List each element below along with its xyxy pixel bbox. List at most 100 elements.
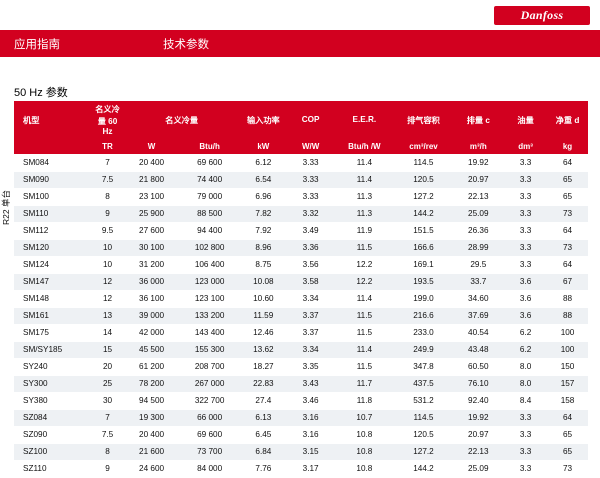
cell-kw: 6.45 (239, 426, 287, 444)
cell-tr: 7 (91, 154, 124, 172)
cell-ww: 3.32 (287, 205, 335, 223)
cell-ww: 3.16 (287, 409, 335, 427)
cell-kg: 100 (547, 324, 588, 342)
cell-kw: 10.08 (239, 273, 287, 291)
cell-kg: 100 (547, 341, 588, 359)
cell-ww: 3.58 (287, 273, 335, 291)
col-header-eer: E.E.R. (334, 101, 395, 138)
cell-tr: 9 (91, 205, 124, 223)
table-head: 机型 名义冷量 60 Hz 名义冷量 输入功率 COP E.E.R. 排气容积 … (14, 101, 588, 154)
cell-dm3: 8.0 (504, 358, 548, 376)
cell-cm3rev: 127.2 (394, 443, 453, 461)
cell-btuh: 94 400 (179, 222, 240, 240)
table-row: SM147 12 36 000 123 000 10.08 3.58 12.2 193.5 33… (14, 273, 588, 291)
cell-kw: 6.13 (239, 409, 287, 427)
cell-btuhw: 11.3 (334, 205, 395, 223)
cell-ww: 3.35 (287, 358, 335, 376)
cell-ww: 3.34 (287, 341, 335, 359)
cell-btuh: 66 000 (179, 409, 240, 427)
cell-kg: 67 (547, 273, 588, 291)
cell-kw: 10.60 (239, 290, 287, 308)
col-header-nominal-capacity: 名义冷量 (123, 101, 240, 138)
cell-dm3: 3.6 (504, 290, 548, 308)
unit-header-btuh: Btu/h (179, 138, 240, 154)
cell-w: 24 600 (123, 460, 180, 478)
cell-btuh: 322 700 (179, 392, 240, 410)
table-row: SY240 20 61 200 208 700 18.27 3.35 11.5 347.8 60… (14, 358, 588, 376)
cell-dm3: 3.3 (504, 188, 548, 206)
col-header-net-weight: 净重 d (547, 101, 588, 138)
cell-m3h: 19.92 (452, 409, 505, 427)
cell-m3h: 76.10 (452, 375, 505, 393)
cell-kg: 158 (547, 392, 588, 410)
cell-dm3: 3.3 (504, 256, 548, 274)
cell-btuhw: 11.4 (334, 290, 395, 308)
cell-ww: 3.16 (287, 426, 335, 444)
cell-kg: 65 (547, 171, 588, 189)
cell-cm3rev: 114.5 (394, 409, 453, 427)
cell-tr: 15 (91, 341, 124, 359)
cell-kw: 6.12 (239, 154, 287, 172)
cell-w: 31 200 (123, 256, 180, 274)
cell-btuh: 123 100 (179, 290, 240, 308)
cell-tr: 7 (91, 409, 124, 427)
cell-w: 21 600 (123, 443, 180, 461)
cell-btuhw: 10.7 (334, 409, 395, 427)
cell-cm3rev: 120.5 (394, 171, 453, 189)
col-header-oil-charge: 油量 (504, 101, 548, 138)
header-left-label: 应用指南 (14, 39, 60, 51)
cell-btuhw: 12.2 (334, 256, 395, 274)
cell-btuh: 106 400 (179, 256, 240, 274)
cell-m3h: 22.13 (452, 188, 505, 206)
cell-ww: 3.43 (287, 375, 335, 393)
cell-dm3: 8.4 (504, 392, 548, 410)
cell-btuhw: 11.3 (334, 188, 395, 206)
table-row: SM175 14 42 000 143 400 12.46 3.37 11.5 233.0 40… (14, 324, 588, 342)
cell-kg: 150 (547, 358, 588, 376)
cell-w: 61 200 (123, 358, 180, 376)
cell-m3h: 20.97 (452, 171, 505, 189)
table-row: SZ110 9 24 600 84 000 7.76 3.17 10.8 144.2 25.09… (14, 460, 588, 478)
cell-model: SM110 (14, 205, 92, 223)
cell-model: SZ110 (14, 460, 92, 478)
cell-dm3: 3.3 (504, 154, 548, 172)
cell-btuhw: 10.8 (334, 460, 395, 478)
cell-tr: 7.5 (91, 171, 124, 189)
cell-tr: 10 (91, 239, 124, 257)
cell-btuhw: 11.8 (334, 392, 395, 410)
cell-tr: 10 (91, 256, 124, 274)
cell-btuh: 69 600 (179, 154, 240, 172)
cell-kg: 73 (547, 460, 588, 478)
cell-kw: 8.75 (239, 256, 287, 274)
cell-dm3: 3.3 (504, 171, 548, 189)
cell-tr: 12 (91, 273, 124, 291)
cell-m3h: 29.5 (452, 256, 505, 274)
cell-cm3rev: 120.5 (394, 426, 453, 444)
cell-kg: 64 (547, 222, 588, 240)
cell-m3h: 22.13 (452, 443, 505, 461)
cell-kw: 8.96 (239, 239, 287, 257)
cell-model: SM148 (14, 290, 92, 308)
cell-tr: 8 (91, 443, 124, 461)
page-header-bar: 应用指南 技术参数 (0, 30, 600, 57)
cell-w: 23 100 (123, 188, 180, 206)
cell-btuh: 88 500 (179, 205, 240, 223)
table-row: SM120 10 30 100 102 800 8.96 3.36 11.5 166.6 28.… (14, 239, 588, 257)
unit-header-ww: W/W (287, 138, 335, 154)
cell-kw: 6.96 (239, 188, 287, 206)
table-body: SM084 7 20 400 69 600 6.12 3.33 11.4 114.5 19.92… (14, 154, 588, 478)
cell-ww: 3.34 (287, 290, 335, 308)
cell-btuh: 79 000 (179, 188, 240, 206)
cell-w: 27 600 (123, 222, 180, 240)
cell-ww: 3.46 (287, 392, 335, 410)
cell-cm3rev: 151.5 (394, 222, 453, 240)
cell-btuh: 123 000 (179, 273, 240, 291)
cell-kg: 65 (547, 443, 588, 461)
cell-btuhw: 11.5 (334, 239, 395, 257)
cell-tr: 30 (91, 392, 124, 410)
cell-cm3rev: 216.6 (394, 307, 453, 325)
cell-model: SM161 (14, 307, 92, 325)
cell-ww: 3.33 (287, 188, 335, 206)
cell-btuhw: 10.8 (334, 443, 395, 461)
cell-btuhw: 11.4 (334, 171, 395, 189)
